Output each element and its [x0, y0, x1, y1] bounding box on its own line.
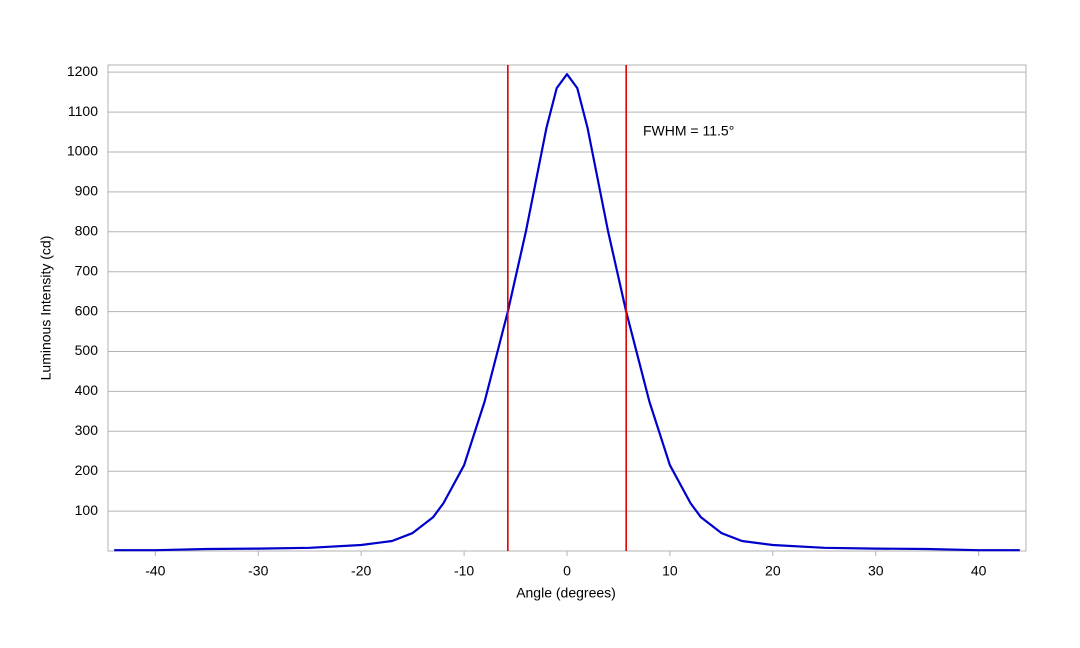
y-tick-label: 400: [75, 382, 99, 398]
y-tick-label: 600: [75, 302, 99, 318]
data-line: [114, 73, 1020, 552]
y-tick-label: 900: [75, 183, 99, 199]
x-tick-label: 10: [662, 563, 678, 579]
y-tick-label: 1100: [68, 103, 98, 119]
annotation: FWHM = 11.5°: [643, 123, 734, 139]
y-axis-label: Luminous Intensity (cd): [38, 236, 54, 381]
x-axis-label: Angle (degrees): [516, 585, 616, 601]
x-tick-label: -30: [248, 563, 268, 579]
x-tick-label: -10: [454, 563, 474, 579]
x-tick-label: 30: [868, 563, 884, 579]
x-tick-label: -40: [145, 563, 165, 579]
y-tick-label: 200: [75, 462, 99, 478]
y-tick-label: 1200: [67, 63, 98, 79]
y-tick-label: 500: [75, 342, 99, 358]
x-tick-label: -20: [351, 563, 371, 579]
y-tick-label: 100: [75, 502, 99, 518]
x-tick-label: 20: [765, 563, 781, 579]
y-tick-label: 300: [75, 422, 99, 438]
y-tick-label: 800: [75, 222, 99, 238]
y-tick-label: 1000: [67, 143, 98, 159]
x-tick-label: 40: [971, 563, 987, 579]
y-tick-label: 700: [75, 262, 99, 278]
x-tick-label: 0: [563, 563, 571, 579]
